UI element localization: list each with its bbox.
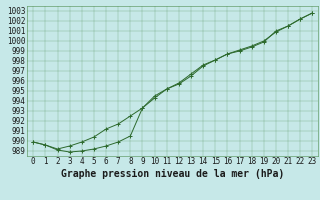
X-axis label: Graphe pression niveau de la mer (hPa): Graphe pression niveau de la mer (hPa) xyxy=(61,169,284,179)
